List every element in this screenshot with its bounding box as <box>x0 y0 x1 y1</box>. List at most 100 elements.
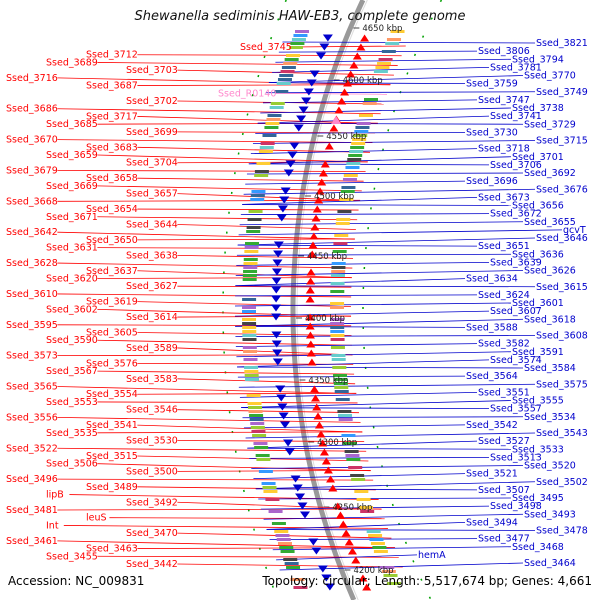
feature-category-block <box>331 270 346 273</box>
feature-category-block <box>250 426 265 429</box>
feature-category-block <box>283 62 298 65</box>
feature-category-block <box>247 218 262 221</box>
forward-gene-arrow <box>346 70 356 78</box>
reverse-gene-arrow <box>285 160 296 168</box>
reverse-gene-arrow <box>298 106 309 114</box>
feature-category-block <box>363 98 378 101</box>
feature-category-block <box>262 486 277 489</box>
left-label-leader-line <box>57 447 367 452</box>
feature-category-block <box>242 338 257 341</box>
left-gene-label: Ssed_3530 <box>126 436 178 447</box>
feature-category-block <box>243 350 258 353</box>
forward-gene-arrow <box>314 196 324 204</box>
left-gene-label: Ssed_3654 <box>86 204 138 215</box>
right-label-leader-line <box>262 99 478 104</box>
left-label-leader-line <box>177 315 352 318</box>
feature-category-block <box>248 406 263 409</box>
feature-category-block <box>330 306 345 309</box>
reverse-gene-arrow <box>297 502 308 510</box>
genome-summary-text: Topology: circular; Length: 5,517,674 bp… <box>262 574 592 588</box>
left-gene-label: Ssed_3620 <box>46 273 98 284</box>
left-gene-label: Ssed_3573 <box>6 351 58 362</box>
forward-gene-arrow <box>347 547 357 555</box>
feature-category-block <box>266 118 281 121</box>
feature-category-block <box>286 566 301 569</box>
left-label-leader-line <box>97 431 363 434</box>
feature-category-block <box>242 322 257 325</box>
kbp-tick-label: 4350 kbp <box>308 376 348 386</box>
kbp-tick-label: 4500 kbp <box>314 192 354 202</box>
feature-category-block <box>242 310 256 313</box>
kbp-tick-label: 4400 kbp <box>305 314 345 324</box>
right-label-leader-line <box>248 163 490 166</box>
feature-category-block <box>265 498 280 501</box>
feature-category-block <box>351 142 366 145</box>
right-label-leader-line <box>257 115 490 124</box>
right-gene-label: Ssed_3495 <box>512 493 564 504</box>
reverse-gene-arrow <box>276 394 287 402</box>
feature-category-block <box>334 386 349 389</box>
reverse-gene-arrow <box>308 538 319 546</box>
right-label-leader-line <box>243 424 466 429</box>
right-label-leader-line <box>243 188 536 195</box>
forward-gene-arrow <box>307 358 317 366</box>
left-label-leader-line <box>177 254 354 259</box>
right-gene-label: Ssed_3646 <box>536 233 588 244</box>
feature-category-block <box>284 562 299 565</box>
feature-category-block <box>263 490 278 493</box>
feature-category-block <box>333 378 348 381</box>
forward-gene-arrow <box>352 52 362 60</box>
kbp-tick-label: 4550 kbp <box>326 132 366 142</box>
forward-gene-arrow <box>306 349 316 357</box>
right-label-leader-line <box>266 521 466 530</box>
reverse-gene-arrow <box>277 403 288 411</box>
left-label-leader-line <box>177 347 353 356</box>
right-gene-label: Ssed_3527 <box>478 436 530 447</box>
feature-category-block <box>276 538 291 541</box>
feature-category-block <box>249 414 264 417</box>
forward-gene-arrow <box>319 448 329 456</box>
forward-gene-arrow <box>308 241 318 249</box>
feature-category-block <box>330 274 345 277</box>
right-label-leader-line <box>236 261 490 266</box>
reverse-gene-arrow <box>293 124 304 132</box>
left-label-leader-line <box>57 108 381 115</box>
right-label-leader-line <box>237 237 536 246</box>
feature-category-block <box>362 102 377 105</box>
left-label-leader-line <box>57 416 361 423</box>
right-gene-label: Ssed_3794 <box>512 54 564 65</box>
feature-category-block <box>290 578 305 581</box>
reverse-gene-arrow <box>324 583 335 591</box>
right-gene-label: Ssed_3729 <box>524 119 576 130</box>
left-label-leader-line <box>97 463 371 472</box>
right-gene-label: Ssed_3582 <box>478 339 530 350</box>
feature-category-block <box>331 358 346 361</box>
right-label-leader-line <box>237 359 490 368</box>
right-gene-label: Ssed_3564 <box>466 371 518 382</box>
right-label-leader-line <box>235 335 536 337</box>
left-gene-label: Ssed_3610 <box>6 289 58 300</box>
feature-category-block <box>338 418 353 421</box>
feature-category-block <box>333 242 348 245</box>
feature-category-block <box>245 378 260 381</box>
forward-gene-arrow <box>329 124 339 132</box>
feature-category-block <box>269 106 284 109</box>
right-label-leader-line <box>260 505 490 510</box>
right-gene-label: Ssed_3806 <box>478 46 530 57</box>
reverse-gene-arrow <box>280 187 291 195</box>
feature-category-block <box>344 450 359 453</box>
feature-category-block <box>352 138 367 141</box>
right-gene-label: Ssed_3673 <box>478 192 530 203</box>
reverse-gene-arrow <box>278 412 289 420</box>
feature-category-block <box>242 346 257 349</box>
feature-category-block <box>380 566 395 569</box>
right-gene-label: Ssed_3493 <box>524 509 576 520</box>
right-label-leader-line <box>236 351 512 358</box>
feature-category-block <box>334 390 349 393</box>
left-gene-label: Ssed_3500 <box>126 466 178 477</box>
feature-category-block <box>254 174 269 177</box>
reverse-gene-arrow <box>271 313 282 321</box>
feature-category-block <box>277 78 292 81</box>
right-label-leader-line <box>237 375 466 378</box>
